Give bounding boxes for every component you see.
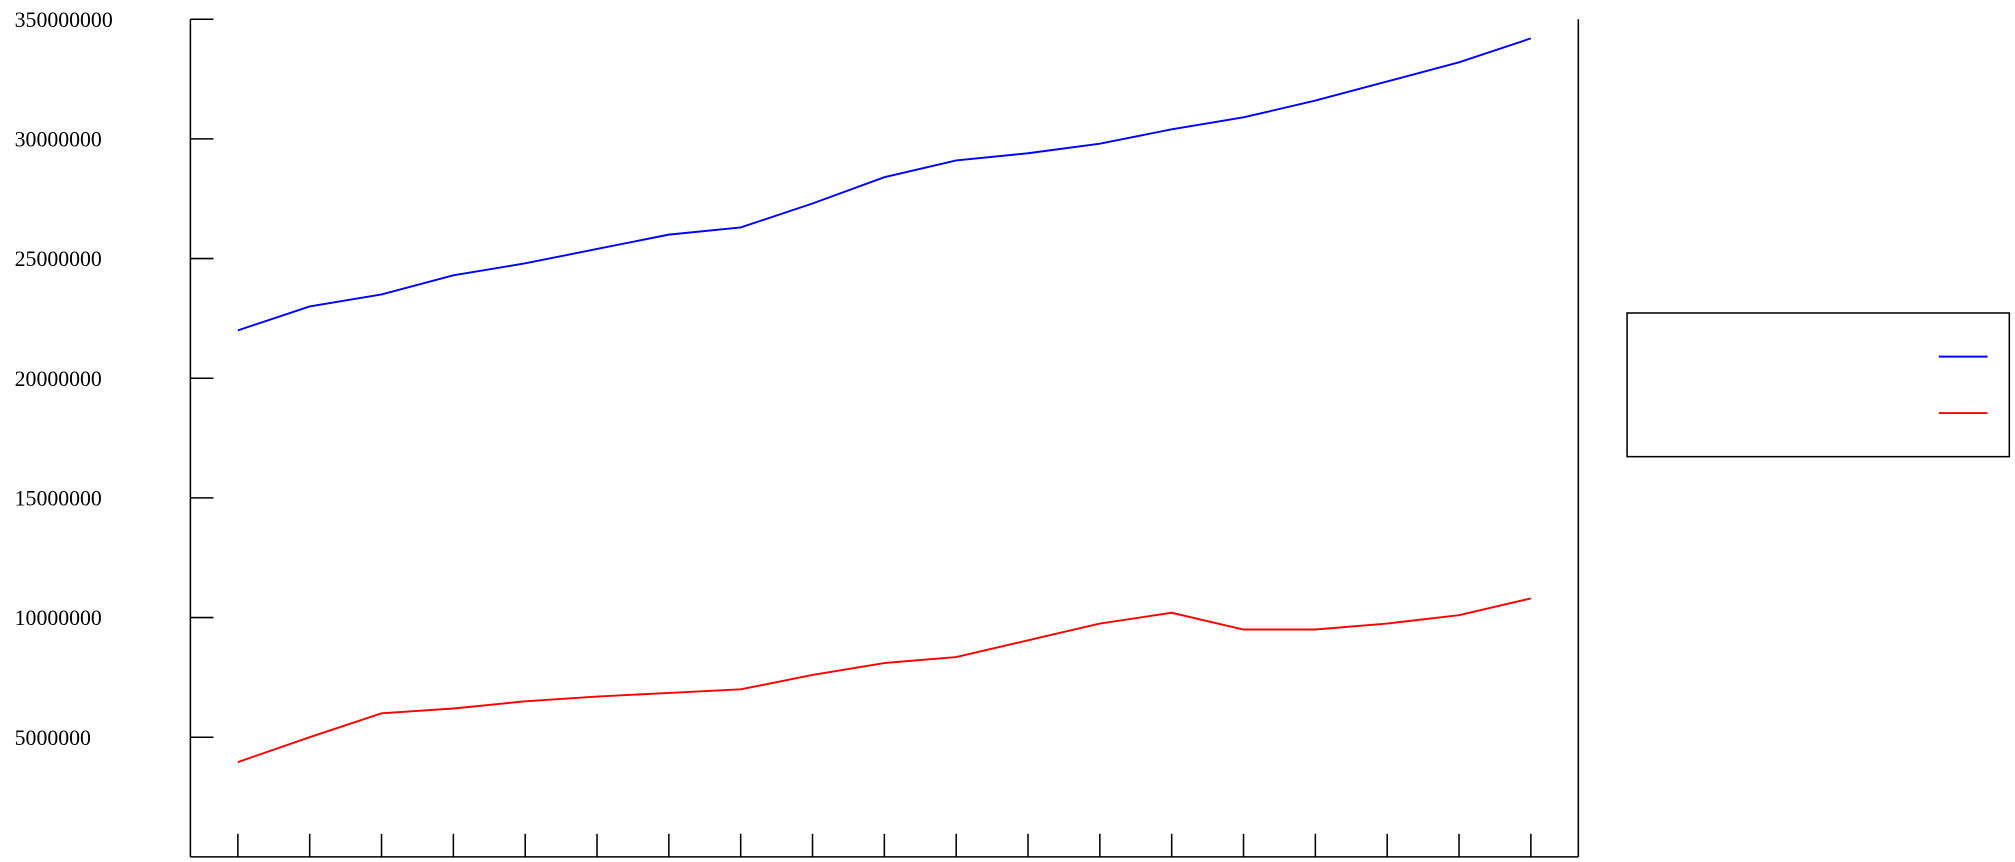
y-tick-label: 25000000 xyxy=(15,247,102,271)
y-tick-label: 350000000 xyxy=(15,8,113,32)
y-tick-label: 5000000 xyxy=(15,726,91,750)
series-line xyxy=(237,37,1532,332)
legend-box xyxy=(1626,312,2011,458)
y-tick-label: 10000000 xyxy=(15,606,102,630)
series-line xyxy=(237,597,1532,764)
y-tick-label: 20000000 xyxy=(15,367,102,391)
y-tick-label: 15000000 xyxy=(15,486,102,510)
y-tick-label: 30000000 xyxy=(15,127,102,151)
